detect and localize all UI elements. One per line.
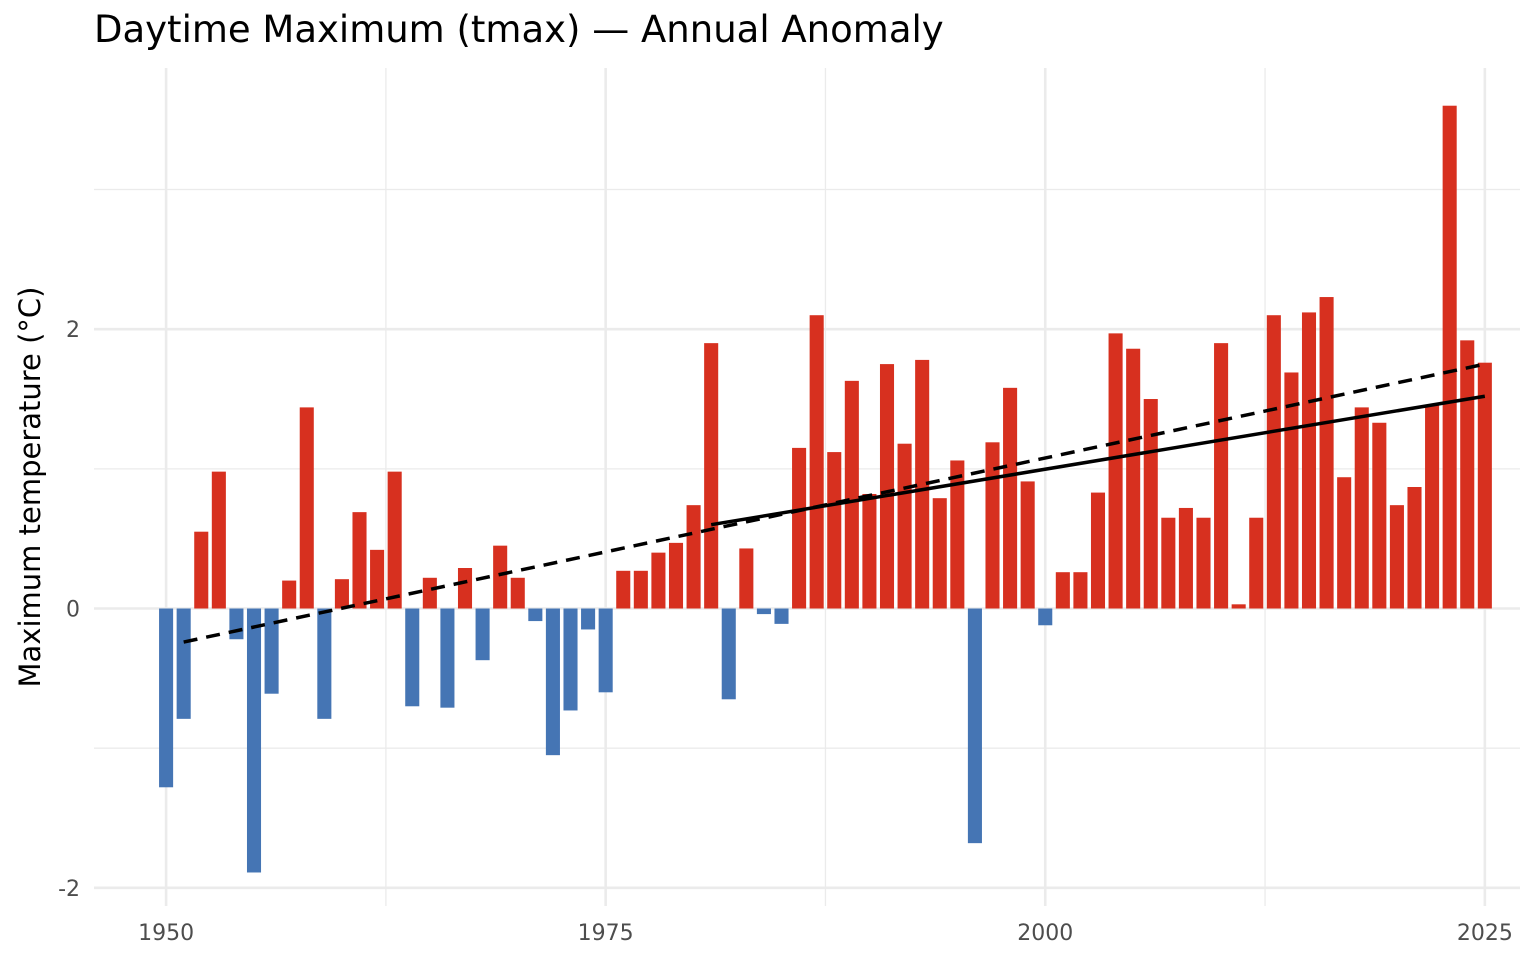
bar-1962 — [370, 549, 385, 609]
bar-1987 — [809, 315, 824, 609]
bar-2003 — [1090, 492, 1106, 609]
bar-2017 — [1337, 477, 1352, 609]
bar-2011 — [1231, 604, 1246, 609]
x-tick-label: 1975 — [578, 921, 634, 946]
bar-2018 — [1354, 407, 1369, 609]
bar-1974 — [581, 608, 596, 630]
trend-line-dashed — [183, 362, 1486, 644]
bar-2021 — [1407, 487, 1422, 609]
bar-1994 — [932, 498, 947, 609]
x-tick-label: 2025 — [1457, 921, 1513, 946]
bar-1968 — [475, 608, 490, 661]
trend-line-solid — [710, 394, 1486, 527]
bar-1991 — [879, 364, 895, 609]
bar-2005 — [1126, 348, 1141, 609]
minor-gridlines — [94, 68, 1520, 906]
chart-title: Daytime Maximum (tmax) — Annual Anomaly — [94, 8, 944, 51]
bar-1958 — [299, 407, 314, 609]
bar-1985 — [774, 608, 789, 624]
bar-1975 — [598, 608, 613, 693]
bar-1992 — [897, 443, 912, 609]
bar-1998 — [1003, 387, 1018, 609]
y-axis-label: Maximum temperature (°C) — [13, 287, 47, 688]
bar-2009 — [1196, 517, 1211, 609]
bar-2002 — [1073, 572, 1088, 609]
bar-2000 — [1038, 608, 1053, 626]
bar-1988 — [827, 452, 842, 609]
x-tick-label: 1950 — [138, 921, 194, 946]
bar-2007 — [1161, 517, 1176, 609]
bar-1967 — [457, 568, 473, 609]
bar-2023 — [1442, 105, 1457, 609]
bar-1993 — [915, 359, 930, 609]
bar-2006 — [1143, 399, 1158, 609]
bar-1969 — [493, 545, 508, 609]
bar-1976 — [616, 570, 631, 609]
bar-2014 — [1284, 372, 1299, 609]
bar-2024 — [1460, 340, 1475, 609]
bar-1977 — [633, 570, 648, 609]
bar-1970 — [510, 577, 525, 609]
bar-2001 — [1055, 572, 1070, 609]
bar-1966 — [440, 608, 455, 708]
tick-labels: 1950 1975 2000 2025 -2 0 2 — [58, 318, 1513, 946]
bar-2019 — [1372, 422, 1387, 609]
bar-1965 — [422, 577, 437, 609]
bar-1963 — [387, 471, 402, 609]
bar-1990 — [862, 493, 877, 609]
bar-1957 — [282, 580, 297, 609]
bar-1989 — [844, 380, 859, 609]
x-tick-label: 2000 — [1017, 921, 1073, 946]
bar-2016 — [1319, 297, 1334, 609]
y-tick-label: 2 — [66, 318, 80, 343]
trend-lines — [183, 362, 1486, 644]
bar-1995 — [950, 460, 965, 609]
bar-1979 — [668, 542, 684, 609]
bar-1997 — [985, 442, 1000, 609]
bar-1982 — [721, 608, 736, 700]
bar-1961 — [352, 512, 367, 609]
bar-2015 — [1301, 312, 1317, 609]
y-tick-label: 0 — [66, 598, 80, 623]
bar-1953 — [211, 471, 226, 609]
bar-1984 — [756, 608, 771, 615]
bars — [159, 105, 1492, 873]
bar-1996 — [967, 608, 982, 844]
bar-1973 — [563, 608, 578, 711]
bar-1981 — [704, 343, 719, 609]
bar-2010 — [1214, 343, 1229, 609]
bar-2013 — [1266, 315, 1281, 609]
bar-1950 — [159, 608, 174, 788]
bar-1952 — [194, 531, 209, 609]
bar-1954 — [229, 608, 244, 640]
bar-1972 — [545, 608, 560, 756]
y-tick-label: -2 — [58, 877, 80, 902]
bar-1980 — [686, 505, 701, 609]
bar-1983 — [739, 548, 754, 609]
bar-1971 — [528, 608, 543, 622]
bar-2004 — [1108, 333, 1123, 609]
bar-1999 — [1020, 481, 1035, 609]
bar-2022 — [1425, 404, 1440, 609]
bar-1960 — [334, 579, 349, 609]
bar-2025 — [1477, 362, 1492, 609]
bar-2008 — [1178, 507, 1193, 609]
bar-1955 — [246, 608, 262, 873]
bar-1978 — [651, 552, 666, 609]
bar-2020 — [1389, 505, 1404, 609]
bar-2012 — [1249, 517, 1264, 609]
bar-1959 — [317, 608, 332, 719]
bar-1986 — [792, 447, 807, 609]
bar-1964 — [405, 608, 420, 707]
bar-1956 — [264, 608, 279, 694]
bar-1951 — [176, 608, 191, 719]
